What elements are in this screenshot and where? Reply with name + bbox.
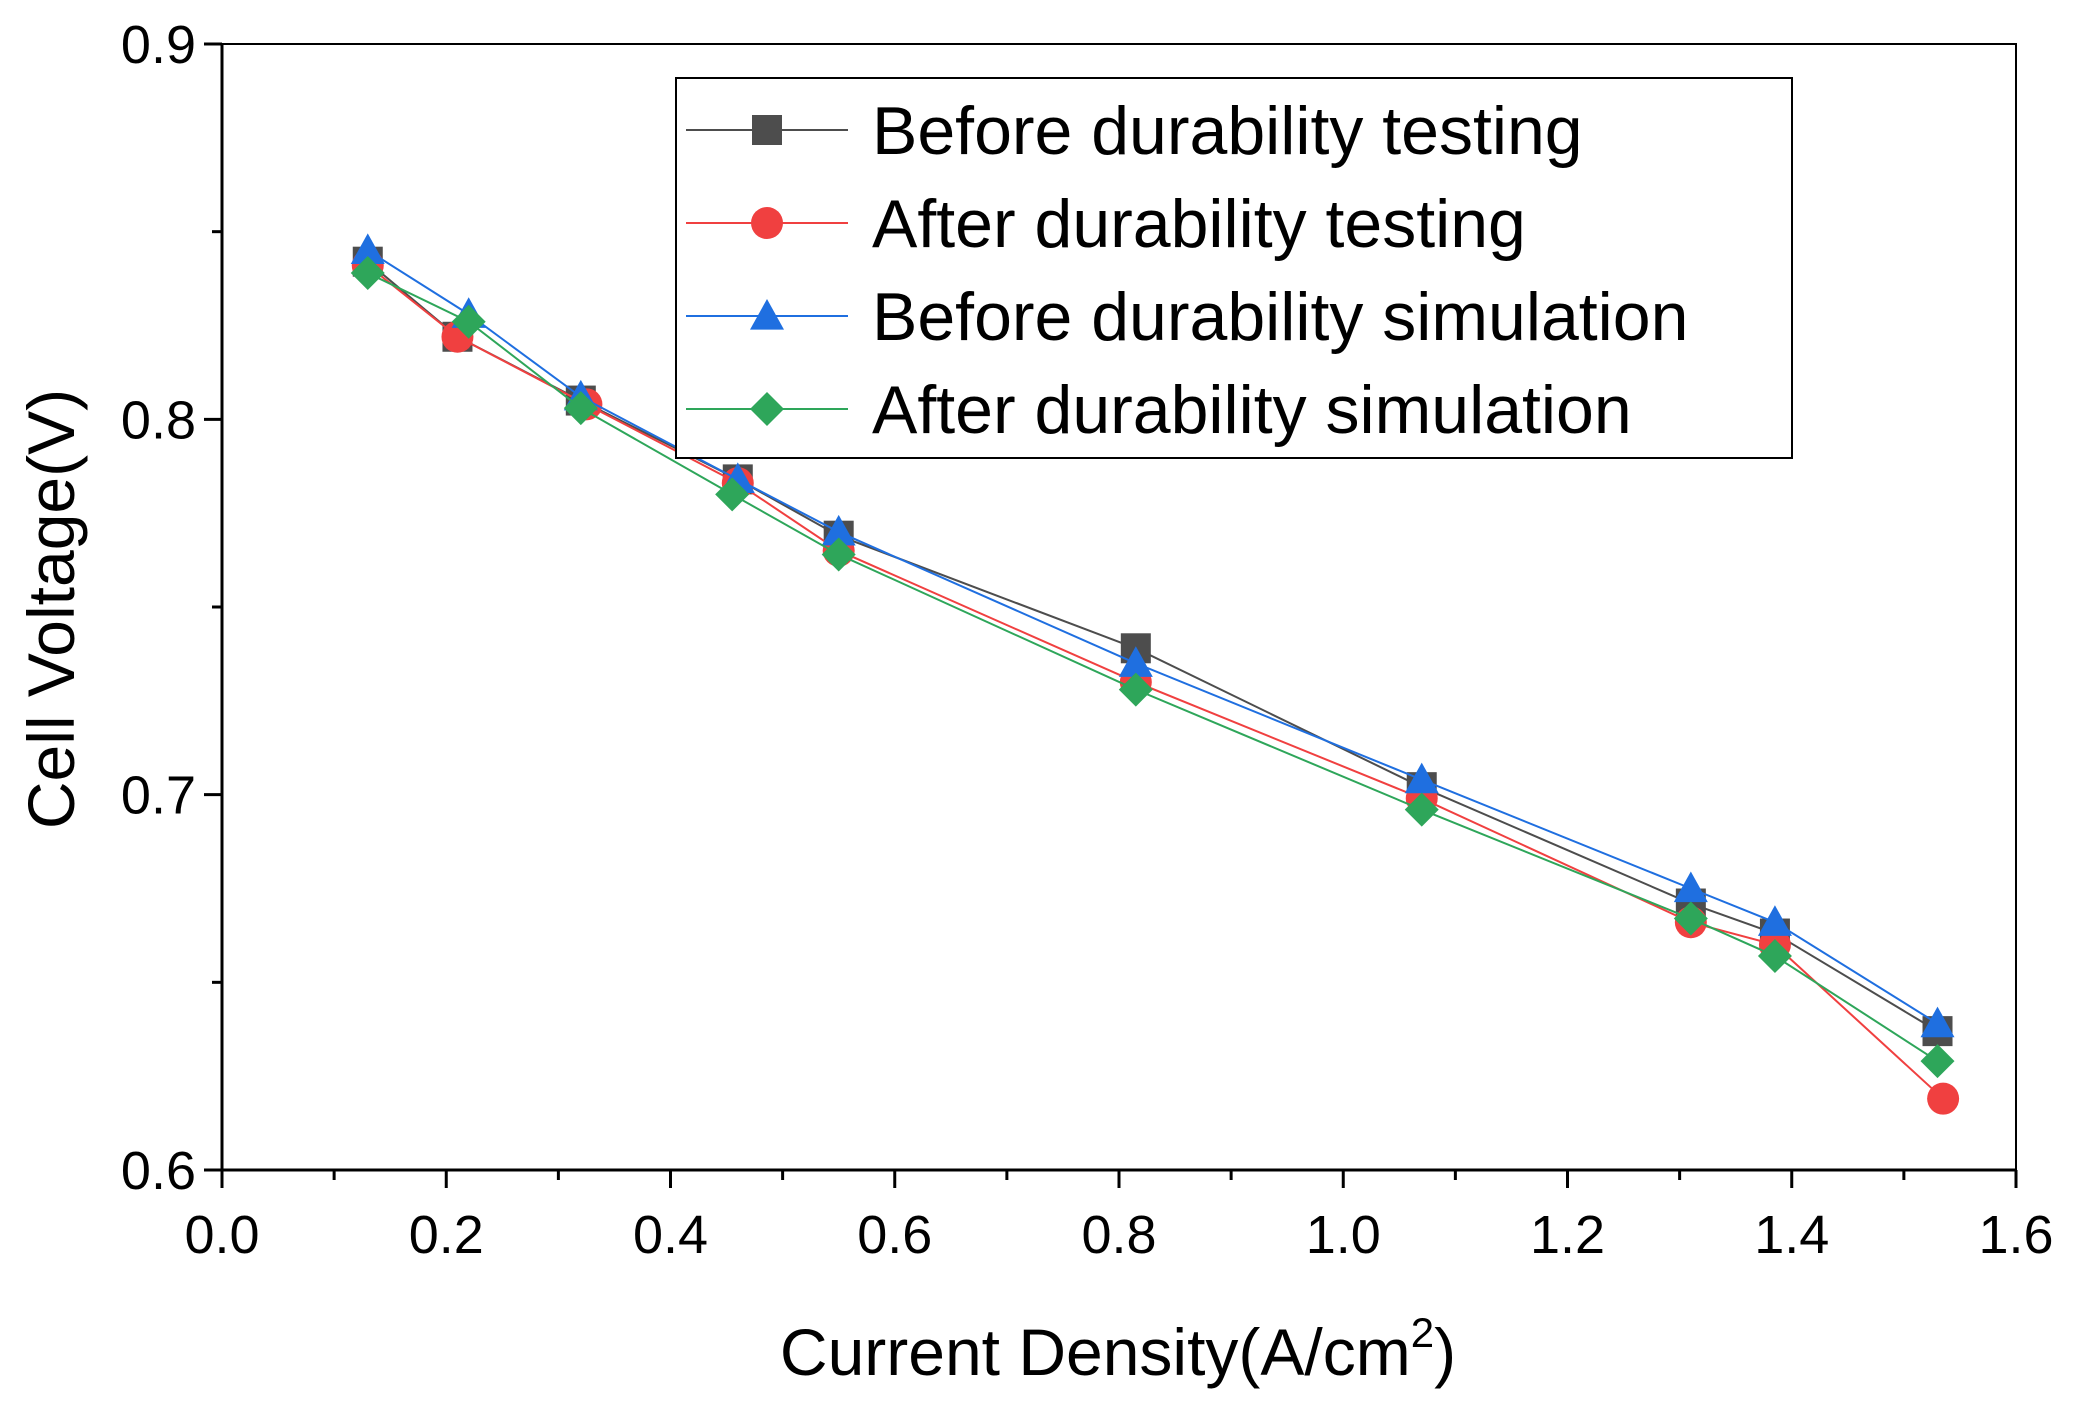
y-axis-title: Cell Voltage(V) [14,389,88,829]
data-point [1757,905,1792,936]
legend-label: After durability simulation [872,372,1632,448]
legend-box [675,77,1793,459]
legend-label: Before durability simulation [872,279,1688,355]
plot-area [350,233,1960,1115]
x-tick-label: 1.0 [1306,1205,1381,1265]
axes: 0.0 0.2 0.4 0.6 0.8 1.0 1.2 1.4 1.6 0.6 0.7 0.8 0.9 [121,15,2054,1265]
x-tick-label: 1.2 [1530,1205,1605,1265]
data-point [1404,762,1439,794]
data-point [1920,1044,1955,1079]
y-tick-label: 0.7 [121,766,196,826]
legend: Before durability testing After durabilit… [675,77,1793,459]
x-tick-label: 0.8 [1081,1205,1156,1265]
y-tick-label: 0.6 [121,1141,196,1201]
data-point [1673,871,1708,903]
series-line [367,249,1939,1025]
legend-entry: After durability testing [686,186,1526,262]
data-point [1927,1082,1960,1115]
legend-entry: Before durability testing [686,93,1583,169]
legend-label: After durability testing [872,186,1526,262]
series-diamond [350,255,1955,1079]
legend-label: Before durability testing [872,93,1583,169]
data-point [1118,672,1153,707]
legend-marker [750,299,784,330]
legend-marker [751,207,783,239]
x-axis-title: Current Density(A/cm2) [780,1309,1456,1389]
data-point [1118,646,1153,677]
data-point [563,391,598,426]
x-tick-label: 0.6 [857,1205,932,1265]
x-tick-label: 1.4 [1754,1205,1829,1265]
x-tick-label: 0.2 [409,1205,484,1265]
data-point [715,477,750,512]
data-point [1673,901,1708,936]
data-point [1404,792,1439,827]
data-point [821,537,856,572]
x-tick-label: 0.0 [184,1205,259,1265]
data-point [821,514,856,546]
x-tick-label: 1.6 [1978,1205,2053,1265]
x-axis-title-superscript: 2 [1411,1309,1434,1356]
y-tick-label: 0.8 [121,390,196,450]
series-line [367,272,1939,1062]
legend-entry: After durability simulation [686,372,1632,448]
legend-entry: Before durability simulation [686,279,1688,355]
data-point [1920,1006,1955,1038]
data-point [350,255,385,290]
y-tick-label: 0.9 [121,15,196,75]
data-point [350,233,385,265]
data-point [451,304,486,339]
data-point [1757,939,1792,974]
x-axis-title-main: Current Density(A/cm [780,1315,1411,1389]
legend-marker [752,115,782,145]
x-tick-label: 0.4 [633,1205,708,1265]
series-line [367,264,1944,1100]
x-axis-title-suffix: ) [1434,1315,1456,1389]
legend-marker [750,392,784,426]
